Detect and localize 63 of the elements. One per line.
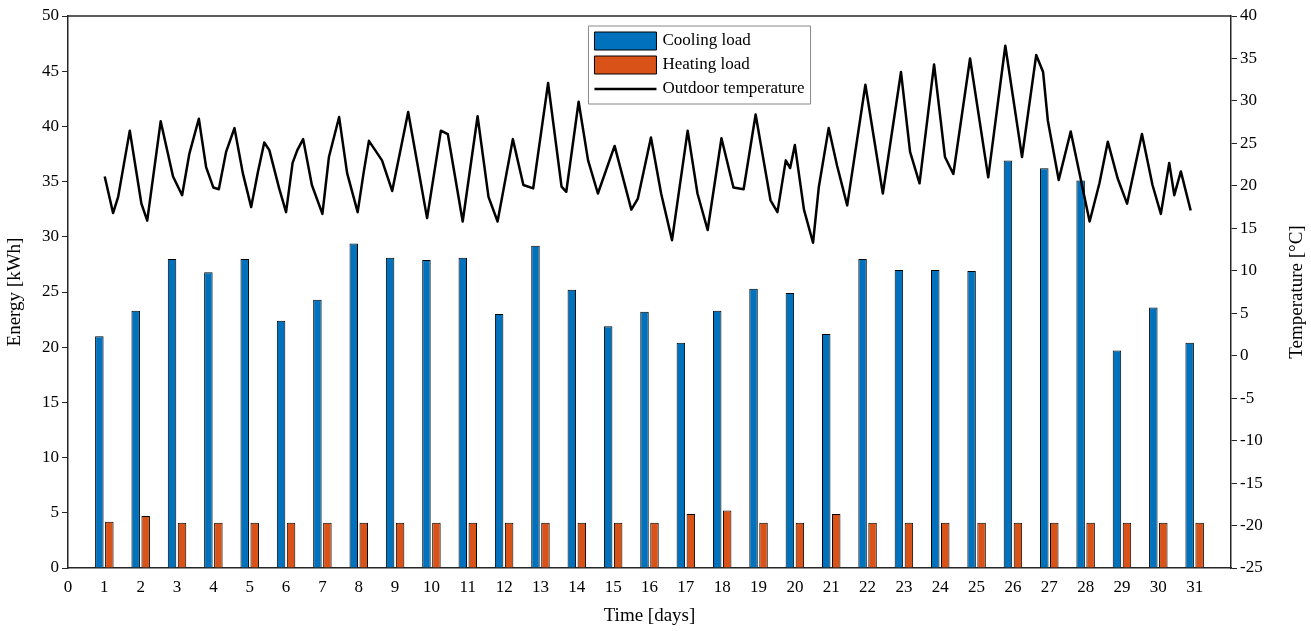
y-tick-label: 25 [42,281,59,301]
y2-tick-label: 25 [1240,132,1257,152]
y-tick-label: 40 [42,115,59,135]
x-tick-label: 28 [1077,576,1095,596]
y-tick-label: 30 [42,226,59,246]
x-tick-label: 23 [895,576,913,596]
y2-tick-label: 5 [1240,302,1249,322]
x-tick-label: 29 [1113,576,1131,596]
y2-tick-label: -5 [1240,387,1255,407]
y-tick-label: 15 [42,391,59,411]
x-tick-label: 7 [318,576,328,596]
y2-tick-label: -25 [1240,557,1263,577]
x-tick-label: 19 [750,576,768,596]
x-tick-label: 13 [531,576,549,596]
legend-label: Heating load [662,54,751,74]
x-tick-label: 3 [172,576,182,596]
x-tick-label: 8 [354,576,363,596]
y-tick-label: 20 [42,336,59,356]
y2-tick-label: -15 [1240,472,1263,492]
x-tick-label: 14 [568,576,586,596]
y-tick-label: 10 [42,447,59,467]
x-tick-label: 6 [281,576,291,596]
y2-tick-label: 40 [1240,5,1257,25]
y2-tick-label: 0 [1240,345,1249,365]
legend-label: Cooling load [662,30,752,50]
y2-tick-label: -10 [1240,430,1263,450]
x-tick-label: 11 [459,576,476,596]
y-axis-title: Energy [kWh] [3,237,25,347]
x-tick-label: 4 [209,576,219,596]
x-tick-label: 24 [931,576,950,596]
y-tick-label: 45 [42,60,59,80]
legend-label: Outdoor temperature [662,78,805,98]
x-tick-label: 27 [1040,576,1059,596]
x-axis-title: Time [days] [603,603,696,625]
x-tick-label: 12 [495,576,513,596]
x-tick-label: 31 [1186,576,1204,596]
y2-tick-label: -20 [1240,515,1263,535]
y-tick-label: 35 [42,171,59,191]
x-tick-label: 15 [604,576,622,596]
x-tick-label: 20 [786,576,804,596]
y2-tick-label: 30 [1240,90,1257,110]
x-tick-label: 22 [859,576,877,596]
x-tick-label: 0 [63,576,73,596]
x-tick-label: 25 [968,576,986,596]
x-tick-label: 1 [100,576,109,596]
x-tick-label: 17 [677,576,695,596]
y-tick-label: 5 [50,502,59,522]
y2-tick-label: 35 [1240,47,1257,67]
x-tick-label: 30 [1149,576,1167,596]
x-tick-label: 21 [822,576,840,596]
y2-tick-label: 10 [1240,260,1257,280]
y-tick-label: 50 [42,5,59,25]
y2-axis-title: Temperature [°C] [1284,225,1306,359]
y2-tick-label: 20 [1240,175,1257,195]
y2-tick-label: 15 [1240,217,1257,237]
x-tick-label: 9 [390,576,400,596]
x-tick-label: 5 [245,576,254,596]
y-tick-label: 0 [50,557,59,577]
x-tick-label: 16 [641,576,658,596]
x-tick-label: 18 [713,576,731,596]
x-tick-label: 2 [136,576,145,596]
x-tick-label: 26 [1004,576,1022,596]
x-tick-label: 10 [422,576,440,596]
